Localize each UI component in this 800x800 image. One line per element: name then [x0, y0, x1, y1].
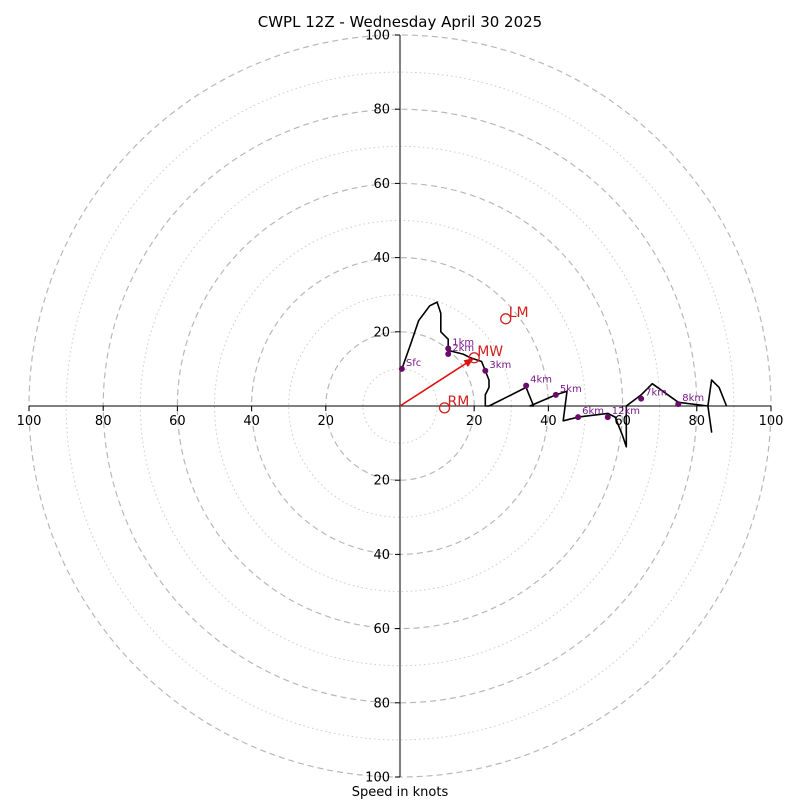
height-label: 12km [612, 406, 640, 417]
mw-label: MW [477, 344, 503, 360]
y-tick-label: 40 [373, 251, 390, 266]
height-point [523, 382, 530, 389]
height-label: 5km [560, 384, 582, 395]
y-tick-label: 80 [373, 103, 390, 118]
height-label: 4km [530, 375, 552, 386]
lm-marker [500, 313, 512, 325]
x-tick-label: 100 [17, 414, 42, 429]
x-tick-label: 60 [169, 414, 186, 429]
height-label: 2km [452, 343, 474, 354]
y-tick-label: 60 [373, 622, 390, 637]
chart-title: CWPL 12Z - Wednesday April 30 2025 [258, 13, 542, 31]
lm-label: LM [509, 305, 529, 321]
wind-trace [401, 301, 728, 448]
height-label: 1km [452, 337, 474, 348]
x-tick-label: 20 [466, 414, 483, 429]
height-point [575, 414, 582, 421]
x-axis-label: Speed in knots [352, 785, 449, 800]
storm-motion: MW LM RM [399, 305, 529, 414]
height-point [482, 367, 489, 374]
height-label: Sfc [406, 358, 421, 369]
wind-trace-line [401, 301, 728, 448]
x-tick-label: 100 [759, 414, 784, 429]
y-tick-label: 20 [373, 474, 390, 489]
height-point [398, 365, 405, 372]
height-point [552, 391, 559, 398]
height-label: 8km [682, 393, 704, 404]
y-tick-label: 80 [373, 696, 390, 711]
y-tick-label: 20 [373, 325, 390, 340]
height-point [675, 401, 682, 408]
x-tick-label: 40 [243, 414, 260, 429]
mw-marker [468, 352, 480, 364]
x-tick-label: 80 [95, 414, 112, 429]
y-tick-label: 100 [365, 29, 390, 44]
mean-wind-arrow [399, 358, 475, 407]
height-label: 7km [645, 388, 667, 399]
x-tick-label: 80 [689, 414, 706, 429]
y-tick-label: 60 [373, 177, 390, 192]
x-tick-label: 20 [318, 414, 335, 429]
height-point [445, 351, 452, 358]
rm-label: RM [448, 394, 470, 410]
height-point [445, 345, 452, 352]
x-tick-label: 40 [540, 414, 557, 429]
rm-marker [438, 402, 451, 414]
y-tick-label: 40 [373, 548, 390, 563]
height-label: 3km [489, 360, 511, 371]
height-point [604, 414, 611, 421]
height-label: 6km [582, 406, 604, 417]
y-tick-label: 100 [365, 771, 390, 786]
height-point [638, 395, 645, 402]
